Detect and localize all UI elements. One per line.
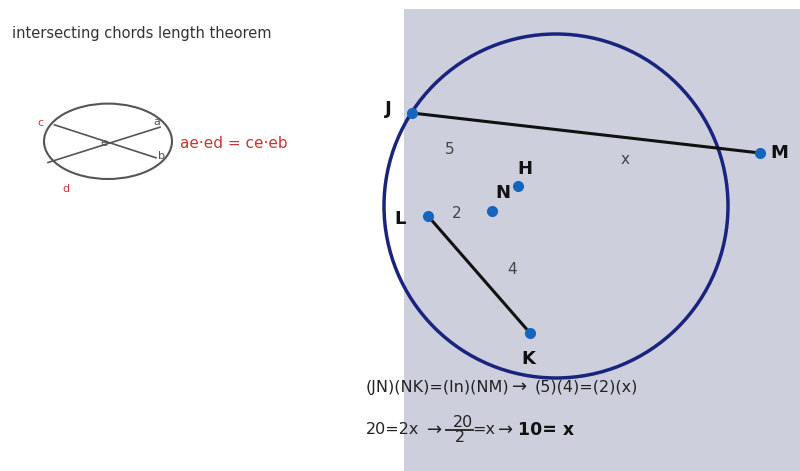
Text: ae·ed = ce·eb: ae·ed = ce·eb [180, 136, 288, 151]
Text: x: x [621, 152, 630, 167]
Text: →: → [498, 421, 513, 439]
Text: b: b [158, 151, 165, 162]
Text: d: d [62, 184, 69, 195]
Text: 20=2x: 20=2x [366, 422, 419, 437]
Text: K: K [521, 350, 535, 368]
Text: 20: 20 [453, 415, 473, 430]
Text: H: H [518, 160, 533, 178]
Text: e: e [101, 138, 107, 148]
Text: intersecting chords length theorem: intersecting chords length theorem [12, 26, 271, 41]
Text: a: a [154, 116, 160, 127]
Text: 2: 2 [452, 206, 462, 221]
Text: →: → [427, 421, 442, 439]
Bar [404, 9, 800, 471]
Text: L: L [394, 210, 406, 228]
Text: c: c [37, 118, 43, 129]
Text: 2: 2 [455, 430, 466, 445]
Text: M: M [770, 144, 788, 162]
Text: =x: =x [472, 422, 495, 437]
Text: →: → [512, 378, 527, 396]
Text: (5)(4)=(2)(x): (5)(4)=(2)(x) [534, 380, 638, 395]
Text: 10= x: 10= x [518, 421, 574, 439]
Text: 4: 4 [507, 261, 517, 276]
Text: J: J [386, 100, 392, 118]
Text: 5: 5 [445, 141, 455, 156]
Text: (JN)(NK)=(ln)(NM): (JN)(NK)=(ln)(NM) [366, 380, 510, 395]
Text: N: N [495, 184, 510, 202]
